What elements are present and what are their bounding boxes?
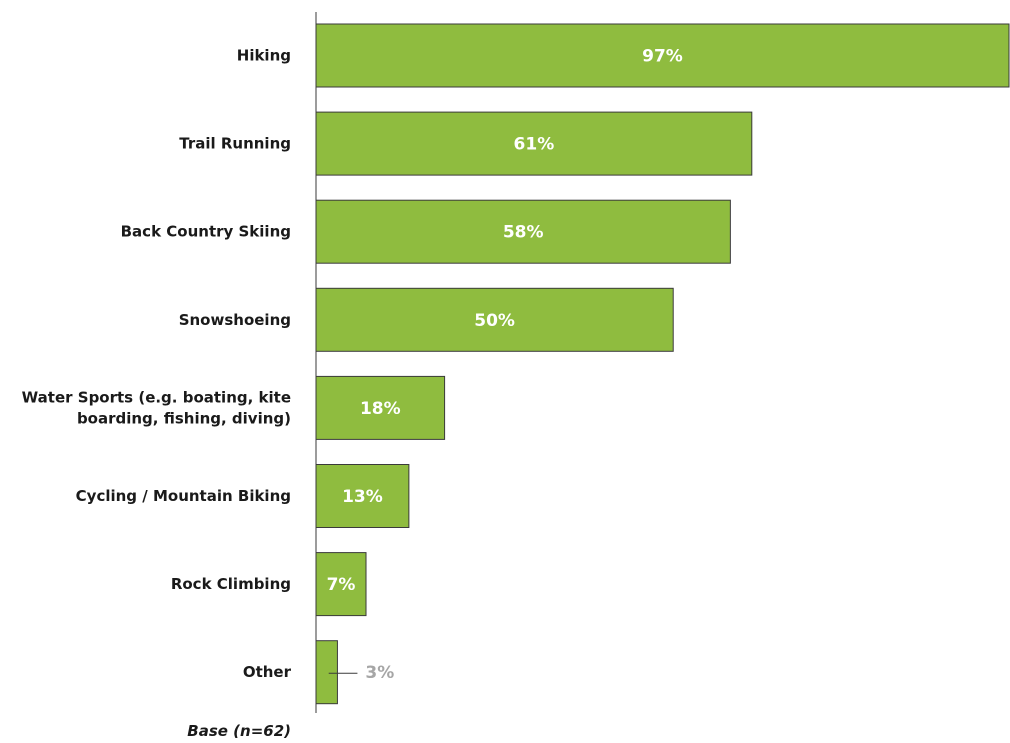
category-label: Cycling / Mountain Biking <box>76 487 291 505</box>
bar <box>315 640 338 705</box>
bar <box>315 23 1010 88</box>
bar <box>315 287 674 352</box>
value-label: 18% <box>360 399 401 419</box>
value-label: 50% <box>474 311 515 331</box>
category-label: Other <box>243 663 292 681</box>
category-label: Water Sports (e.g. boating, kite <box>22 388 291 406</box>
category-label: boarding, fishing, diving) <box>77 409 291 427</box>
category-label: Back Country Skiing <box>121 223 291 241</box>
category-label: Snowshoeing <box>179 311 291 329</box>
category-label: Rock Climbing <box>171 575 291 593</box>
value-label: 61% <box>514 135 555 155</box>
bar <box>315 552 367 617</box>
bar <box>315 199 731 264</box>
value-label: 97% <box>642 47 683 67</box>
value-label: 7% <box>327 575 356 595</box>
value-label: 58% <box>503 223 544 243</box>
bar <box>315 464 410 528</box>
bar <box>315 375 446 440</box>
value-label: 13% <box>342 487 383 507</box>
base-footnote: Base (n=62) <box>187 722 291 740</box>
category-label: Trail Running <box>179 135 291 153</box>
bar <box>315 111 753 176</box>
category-label: Hiking <box>237 47 291 65</box>
value-label: 3% <box>365 663 394 683</box>
